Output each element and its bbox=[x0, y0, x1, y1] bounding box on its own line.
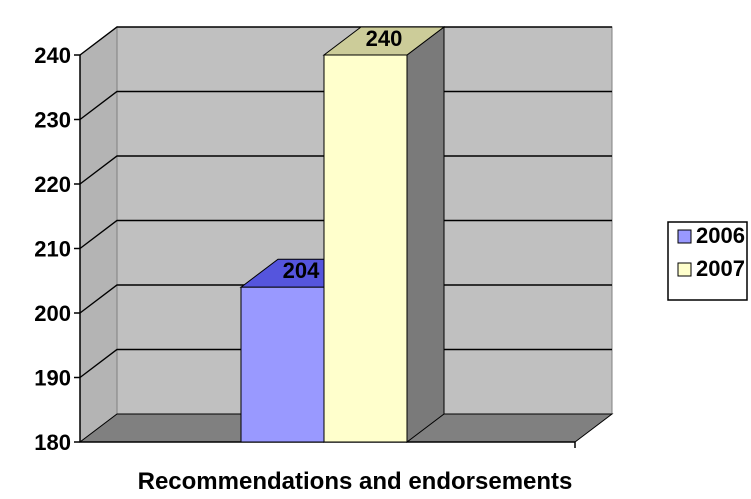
y-axis-ticks: 180 190 200 210 220 230 240 bbox=[34, 43, 80, 455]
y-tick-label: 180 bbox=[34, 430, 71, 455]
legend: 2006 2007 bbox=[667, 221, 748, 301]
data-labels: 204 240 bbox=[283, 26, 403, 283]
y-tick-label: 220 bbox=[34, 172, 71, 197]
gridline bbox=[79, 26, 612, 56]
gridline bbox=[79, 90, 612, 121]
x-category-label: Recommendations and endorsements bbox=[138, 468, 573, 495]
bar-side-face bbox=[406, 25, 445, 444]
bars bbox=[239, 25, 446, 444]
data-label-2007: 240 bbox=[366, 26, 403, 51]
legend-swatch-2006 bbox=[677, 229, 692, 244]
gridline bbox=[79, 155, 612, 185]
legend-swatch-2007 bbox=[677, 262, 692, 277]
y-tick-label: 190 bbox=[34, 366, 71, 391]
y-tick-label: 240 bbox=[34, 43, 71, 68]
bar-2007 bbox=[322, 25, 446, 444]
bar-front-face bbox=[323, 54, 408, 443]
bar-front-face bbox=[240, 286, 325, 443]
gridlines bbox=[79, 26, 612, 379]
gridline bbox=[79, 219, 612, 250]
gridline bbox=[79, 284, 612, 314]
data-label-2006: 204 bbox=[283, 258, 320, 283]
y-tick-label: 230 bbox=[34, 108, 71, 133]
y-tick-label: 200 bbox=[34, 301, 71, 326]
y-tick-label: 210 bbox=[34, 237, 71, 262]
legend-label-2007: 2007 bbox=[696, 256, 745, 281]
legend-label-2006: 2006 bbox=[696, 223, 745, 248]
gridline bbox=[79, 348, 612, 379]
